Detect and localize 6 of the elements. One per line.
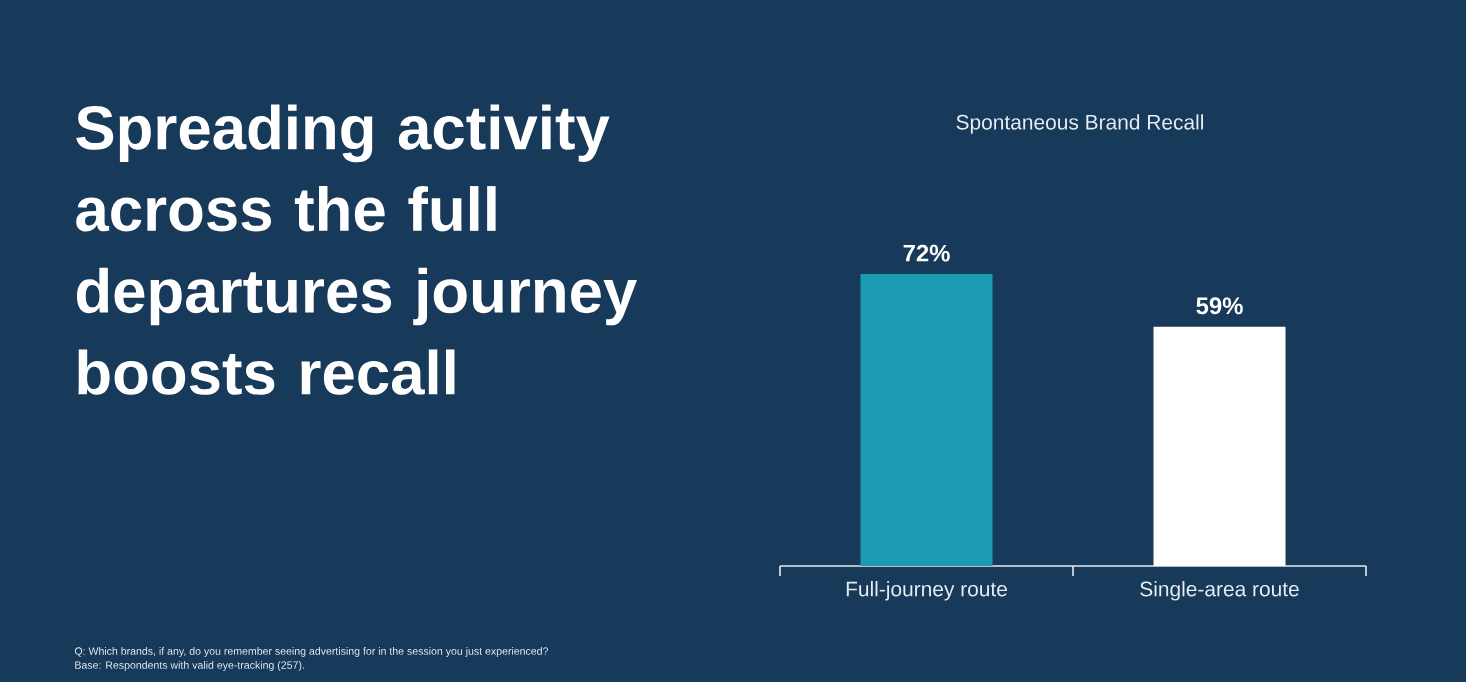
data-label: 72% [903, 244, 950, 262]
chart-title: Spreading activity across the full departures journey boosts recall [76, 104, 637, 395]
data-label: 59% [1196, 297, 1243, 315]
x-tick-label: Full-journey route [846, 581, 1007, 601]
chart-subtitle: Spontaneous Brand Recall [956, 114, 1203, 134]
x-tick-label: Single-area route [1140, 581, 1299, 601]
